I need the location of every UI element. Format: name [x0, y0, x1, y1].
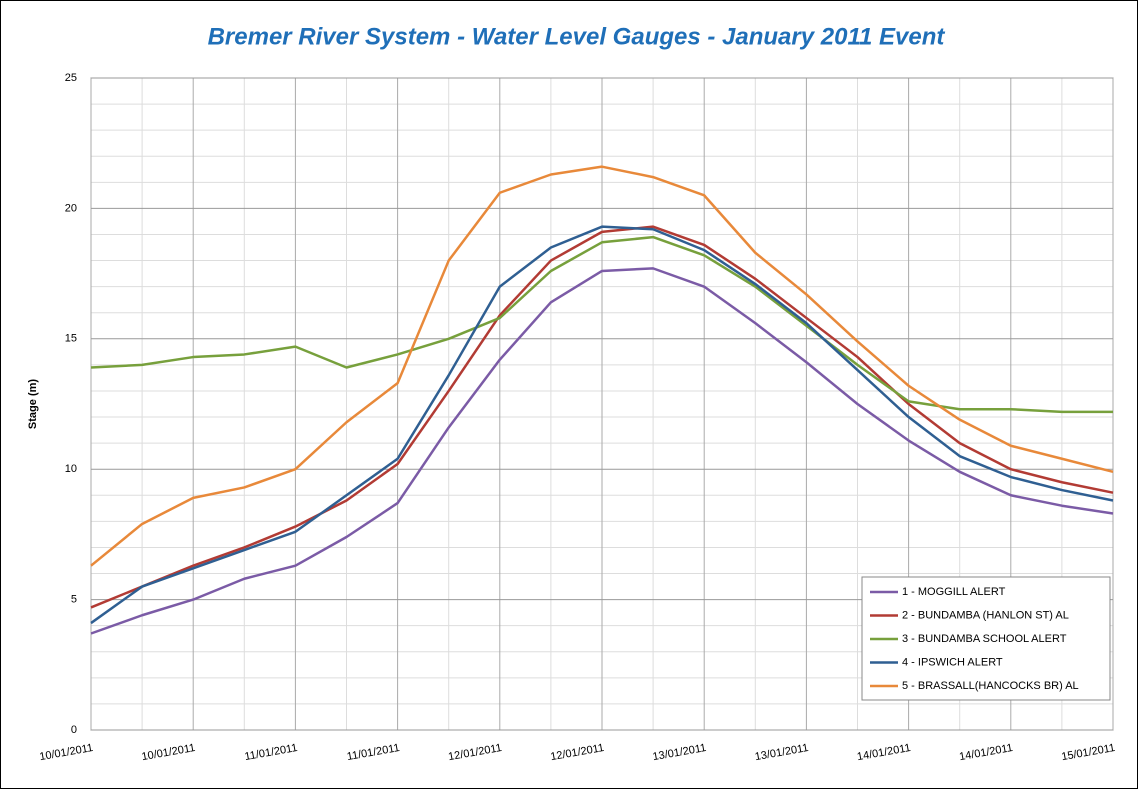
y-tick-label: 25 — [65, 72, 77, 84]
series-line — [90, 235, 1113, 414]
legend-label: 1 - MOGGILL ALERT — [902, 586, 1006, 598]
series-line — [90, 225, 1114, 625]
y-tick-label: 0 — [71, 724, 77, 736]
legend-box — [861, 576, 1111, 701]
y-tick-label: 10 — [65, 463, 77, 475]
chart-title: Bremer River System - Water Level Gauges… — [208, 23, 946, 50]
legend-label: 5 - BRASSALL(HANCOCKS BR) AL — [902, 680, 1079, 692]
y-axis-label: Stage (m) — [27, 379, 39, 429]
legend-label: 3 - BUNDAMBA SCHOOL ALERT — [902, 633, 1067, 645]
legend-label: 2 - BUNDAMBA (HANLON ST) AL — [902, 609, 1069, 621]
legend-label: 4 - IPSWICH ALERT — [902, 656, 1003, 668]
series-line — [90, 267, 1114, 635]
y-tick-label: 5 — [71, 594, 77, 606]
series-line — [90, 165, 1114, 567]
series-line — [90, 225, 1114, 609]
y-tick-label: 20 — [65, 202, 77, 214]
y-tick-label: 15 — [65, 333, 77, 345]
